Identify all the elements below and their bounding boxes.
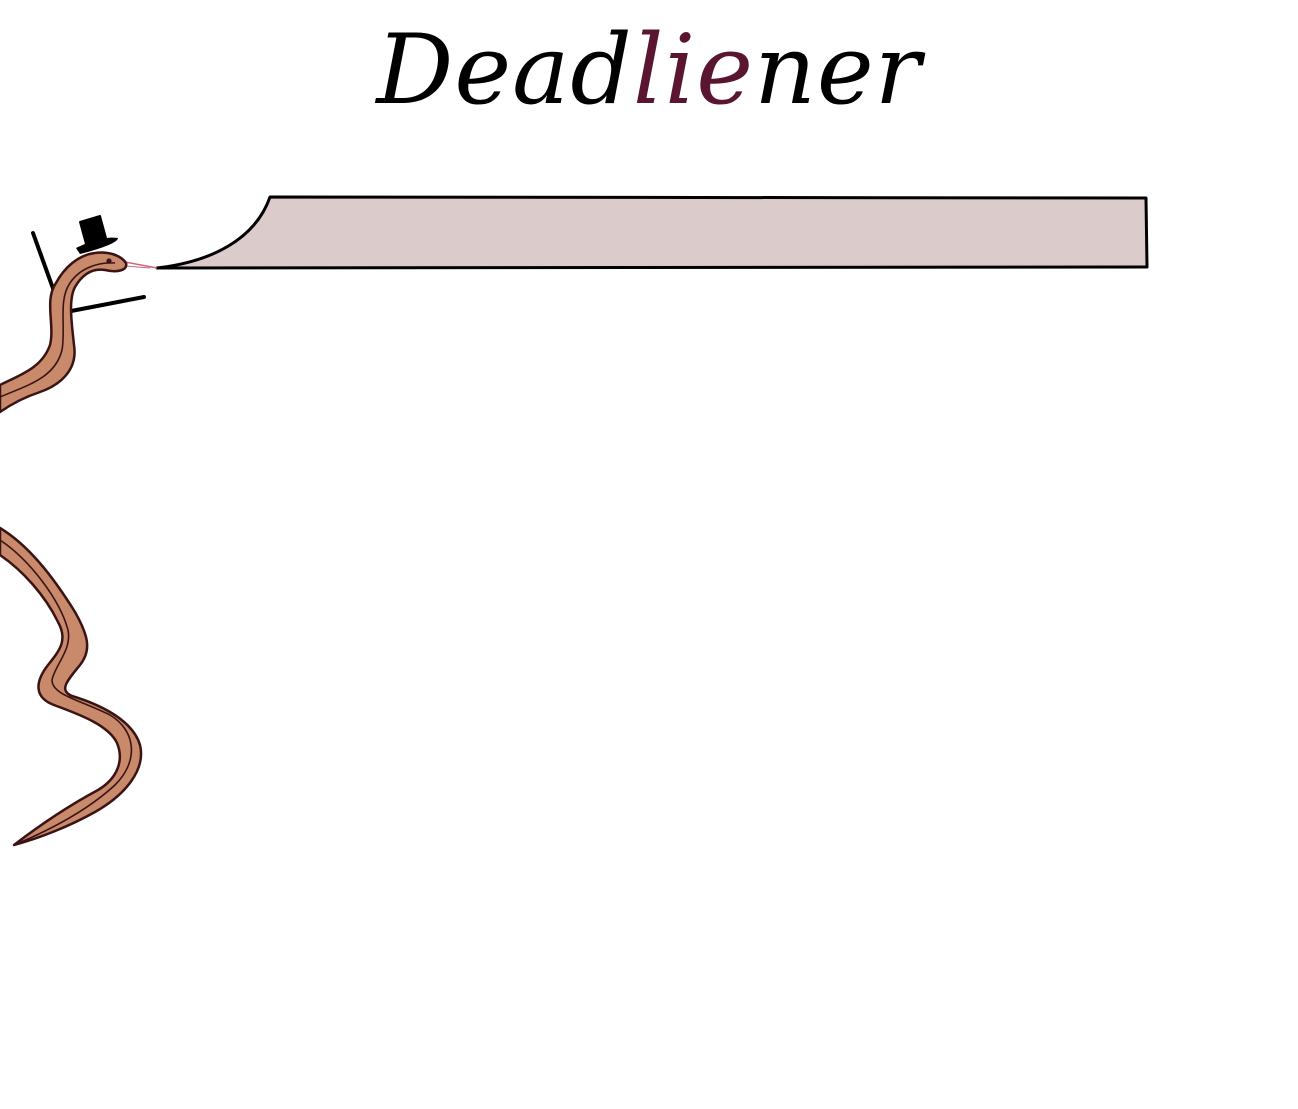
snake-tail-icon — [0, 526, 143, 847]
top-hat-icon — [76, 215, 118, 254]
cane-icon — [31, 231, 146, 314]
snake-mascot-icon — [0, 251, 128, 414]
app-title-dead: Dead — [376, 14, 633, 126]
tongue-icon — [124, 261, 158, 269]
task-input[interactable] — [285, 204, 1135, 260]
app-title: Deadliener — [0, 22, 1298, 118]
app-title-lie: lie — [632, 14, 755, 126]
app-title-ner: ner — [754, 14, 922, 126]
